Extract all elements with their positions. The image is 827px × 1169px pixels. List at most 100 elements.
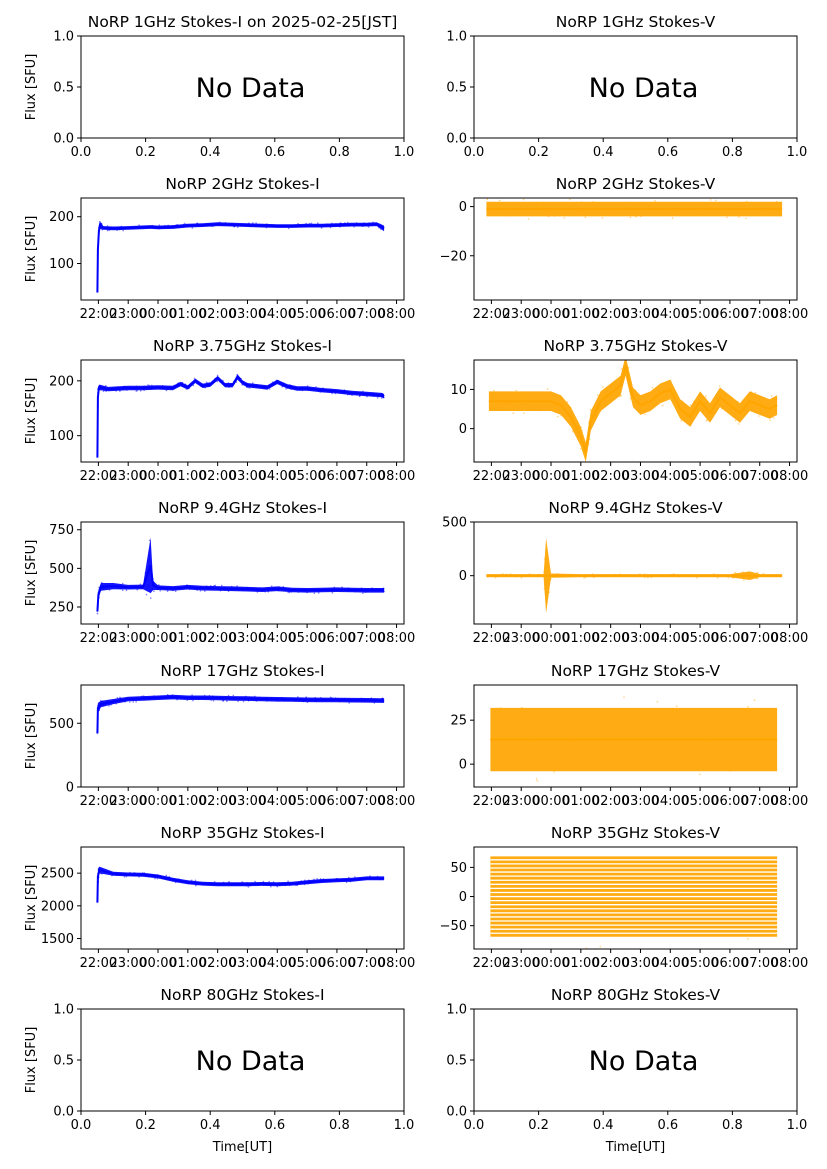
data-point — [359, 391, 362, 394]
x-tick-label: 0.4 — [593, 1118, 614, 1133]
data-point — [778, 575, 781, 577]
data-point — [267, 589, 270, 592]
x-tick-label: 1.0 — [787, 1118, 808, 1133]
data-point — [559, 409, 561, 412]
data-point — [124, 701, 126, 703]
data-point — [203, 694, 206, 697]
y-axis-label: Flux [SFU] — [24, 54, 39, 121]
data-point — [635, 407, 638, 409]
data-point — [110, 702, 113, 704]
data-point — [322, 387, 324, 389]
data-point — [189, 695, 191, 698]
data-point — [236, 226, 239, 229]
data-point — [777, 574, 779, 576]
data-point — [268, 880, 270, 883]
data-point — [561, 415, 564, 417]
data-point — [570, 736, 573, 738]
data-point — [99, 388, 101, 391]
data-point — [231, 222, 233, 225]
data-point — [204, 386, 206, 389]
data-point — [329, 880, 332, 883]
x-tick-label: 06:00 — [711, 631, 748, 646]
x-tick-label: 07:00 — [741, 307, 778, 322]
data-point — [252, 222, 254, 224]
data-point — [137, 226, 139, 229]
y-tick-label: 200 — [49, 374, 74, 389]
data-point — [371, 587, 373, 590]
x-tick-label: 05:00 — [288, 956, 325, 971]
x-tick-label: 00:00 — [139, 631, 176, 646]
data-point — [558, 574, 561, 577]
x-tick-label: 05:00 — [288, 794, 325, 809]
data-point — [375, 876, 377, 879]
data-point — [96, 612, 99, 615]
x-tick-label: 02:00 — [199, 631, 236, 646]
data-point — [382, 697, 384, 700]
data-point — [553, 410, 555, 413]
data-point — [766, 208, 768, 211]
data-point — [295, 884, 297, 887]
data-point — [723, 398, 726, 401]
data-point — [743, 205, 745, 207]
data-point — [738, 216, 740, 218]
data-point — [641, 742, 644, 744]
data-point — [96, 890, 99, 893]
chart-panel-p4: NoRP 2GHz Stokes-V 22:0023:0000:0001:0002… — [440, 175, 809, 322]
x-tick-label: 22:00 — [80, 469, 117, 484]
y-tick-label: 0 — [459, 200, 467, 215]
data-point — [98, 593, 100, 595]
data-point — [203, 698, 206, 700]
data-point — [588, 438, 591, 441]
data-point — [157, 226, 159, 229]
data-point — [743, 409, 745, 411]
data-point — [228, 386, 230, 389]
y-tick-label: 0 — [459, 890, 467, 905]
data-point — [154, 227, 157, 229]
y-tick-label: 0.5 — [53, 81, 74, 96]
data-point — [225, 696, 227, 698]
data-point — [116, 228, 119, 231]
data-point — [741, 721, 744, 723]
data-point — [313, 588, 316, 591]
data-point — [156, 584, 159, 587]
data-point — [232, 694, 235, 697]
data-point — [543, 587, 546, 590]
data-point — [196, 380, 199, 383]
x-tick-label: 22:00 — [473, 631, 510, 646]
data-point — [212, 700, 215, 702]
data-point — [644, 404, 647, 407]
data-point — [512, 204, 515, 207]
data-point — [172, 227, 174, 229]
data-point — [497, 406, 500, 409]
data-point — [97, 876, 100, 878]
data-point — [276, 885, 279, 888]
data-point — [372, 878, 374, 880]
data-point — [247, 386, 249, 389]
data-point — [192, 699, 194, 702]
data-point — [104, 389, 106, 391]
data-point — [331, 697, 333, 699]
data-point — [286, 224, 289, 227]
y-tick-label: 0 — [459, 758, 467, 773]
data-point — [178, 382, 180, 384]
data-point — [748, 393, 751, 395]
data-point — [325, 879, 328, 881]
x-tick-label: 05:00 — [288, 307, 325, 322]
x-tick-label: 05:00 — [681, 631, 718, 646]
data-point — [627, 766, 629, 769]
data-point — [547, 208, 550, 210]
data-point — [208, 694, 211, 697]
data-point — [101, 581, 103, 584]
x-tick-label: 01:00 — [562, 469, 599, 484]
data-point — [129, 701, 131, 703]
x-tick-label: 08:00 — [771, 631, 808, 646]
y-tick-label: 2000 — [41, 899, 74, 914]
x-tick-label: 06:00 — [711, 307, 748, 322]
data-point — [693, 411, 696, 414]
data-point — [324, 698, 326, 700]
series-line — [96, 696, 385, 734]
data-point — [676, 202, 678, 205]
data-point — [580, 448, 582, 450]
series-band — [97, 537, 385, 615]
data-point — [706, 419, 708, 422]
